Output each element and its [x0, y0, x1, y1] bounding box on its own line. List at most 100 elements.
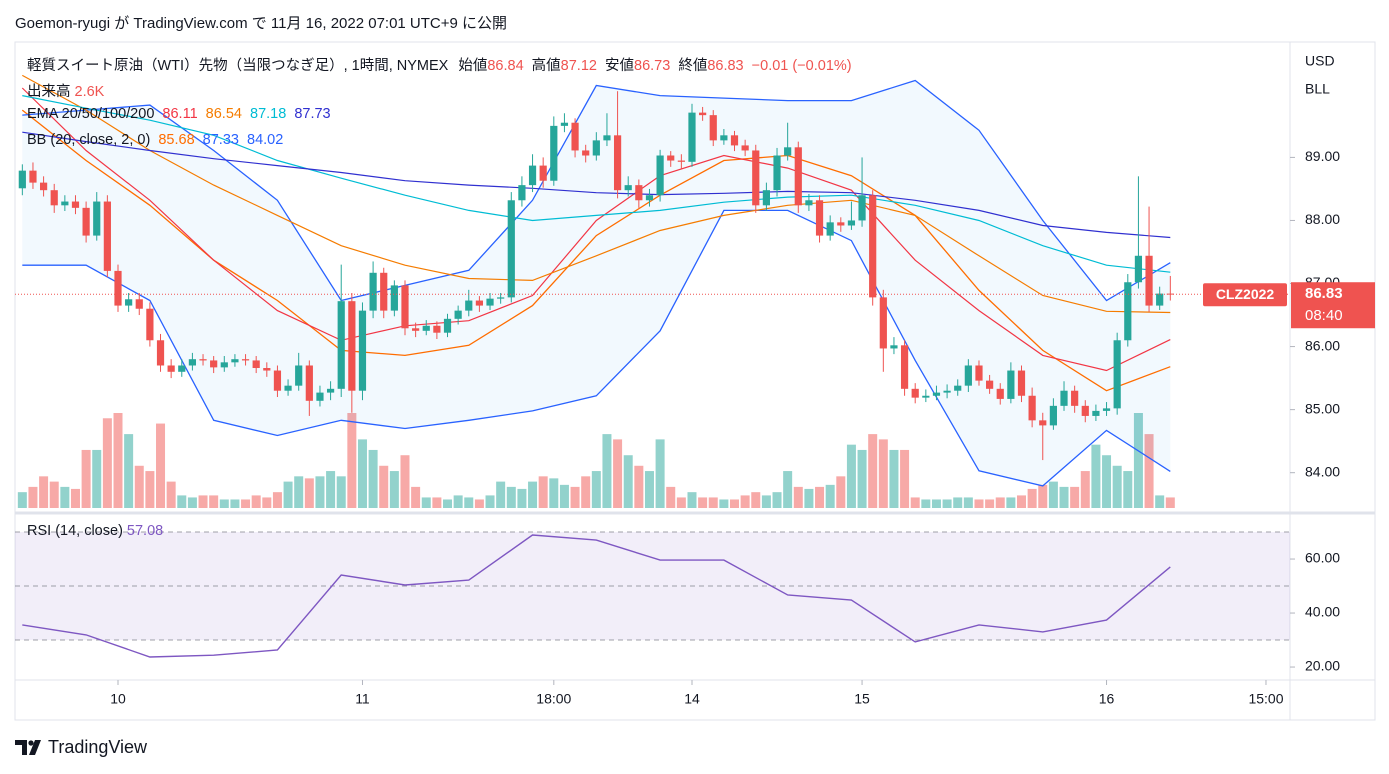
candle-body [560, 122, 569, 126]
candle-body [146, 308, 154, 341]
volume-bar [1059, 486, 1069, 508]
candle-body [433, 325, 441, 333]
candle-body [231, 359, 239, 363]
candle-body [39, 182, 48, 191]
candle-body [550, 125, 558, 181]
candle-body [667, 155, 675, 161]
candle-body [284, 385, 292, 391]
candle-body [699, 112, 707, 116]
y-tick-label: 89.00 [1305, 148, 1340, 164]
volume-bar [124, 434, 134, 508]
candle-body [390, 285, 398, 311]
volume-bar [219, 499, 229, 508]
volume-bar [432, 497, 442, 508]
rsi-line [22, 534, 1171, 658]
candle-body [220, 362, 228, 368]
volume-bar [889, 449, 899, 508]
footer-logo [15, 740, 41, 755]
bb-value: 85.68 [158, 132, 195, 148]
volume-bar [538, 476, 548, 508]
volume-bar [772, 492, 782, 508]
candle-body [858, 195, 866, 221]
volume-bar [613, 439, 623, 508]
candle-body [794, 147, 802, 206]
candle-body [1017, 370, 1026, 396]
bb-value: 84.02 [247, 132, 284, 148]
volume-bar [39, 476, 49, 508]
volume-bar [974, 499, 984, 508]
ema-value: 87.73 [294, 106, 331, 122]
volume-bar [1102, 455, 1112, 508]
y-tick-label: 88.00 [1305, 211, 1340, 227]
volume-bar [634, 465, 644, 508]
symbol-title: 軽質スイート原油（WTI）先物（当限つなぎ足）, 1時間, NYMEX [27, 58, 449, 74]
volume-bar [70, 488, 80, 508]
volume-bar [942, 499, 952, 508]
volume-bar [857, 449, 867, 508]
candle-body [316, 392, 324, 401]
candle-body [784, 147, 792, 156]
candle-body [454, 310, 462, 319]
candle-body [688, 112, 696, 162]
ohlc-label: 始値 [458, 58, 488, 74]
ema-value: 87.18 [250, 106, 287, 122]
ohlc-value: 86.73 [634, 58, 671, 74]
candle-body [539, 165, 547, 181]
ohlc-label: 終値 [678, 58, 708, 74]
candle-body [1039, 420, 1047, 426]
volume-bar [623, 455, 633, 508]
volume-bar [549, 478, 559, 508]
unit: BLL [1305, 81, 1330, 97]
candle-body [1092, 410, 1100, 416]
candle-body [135, 299, 143, 309]
volume-bar [910, 497, 920, 508]
volume-bar [17, 492, 27, 508]
candle-body [210, 360, 218, 368]
volume-bar [187, 497, 197, 508]
volume-bar [315, 476, 325, 508]
candle-body [773, 155, 781, 191]
ema-line [22, 131, 1171, 239]
volume-bar [1017, 495, 1027, 508]
candle-body [1134, 255, 1143, 283]
volume-bar [698, 497, 708, 508]
volume-bar [145, 471, 155, 508]
candle-body [167, 365, 175, 372]
candle-body [645, 195, 654, 201]
candle-body [592, 140, 600, 156]
volume-bar [528, 481, 538, 508]
candle-body [1081, 405, 1089, 416]
candle-body [273, 370, 282, 391]
volume-bar [485, 495, 495, 508]
candle-body [1071, 390, 1079, 406]
candle-body [518, 185, 526, 201]
candle-body [815, 200, 824, 236]
volume-bar [751, 492, 761, 508]
ema-line [22, 74, 1171, 314]
candle-body [252, 360, 260, 369]
candle-body [613, 135, 622, 191]
candle-body [805, 200, 813, 206]
change: −0.01 [751, 58, 789, 74]
volume-bar [389, 471, 399, 508]
candle-body [837, 222, 845, 226]
volume-bar [60, 486, 70, 508]
candle-body [1060, 390, 1068, 406]
volume-bar [825, 484, 835, 508]
candle-body [412, 328, 420, 331]
candle-body [1113, 340, 1121, 409]
volume-bar [995, 497, 1005, 508]
volume-bar [453, 495, 463, 508]
candle-body [890, 345, 898, 349]
candle-body [401, 285, 409, 329]
candle-body [922, 395, 930, 398]
candle-body [677, 160, 685, 162]
candle-body [18, 170, 26, 189]
volume-bar [719, 499, 729, 508]
candle-body [380, 272, 388, 311]
rsi-y-tick-label: 20.00 [1305, 658, 1340, 674]
x-tick-label: 11 [355, 691, 370, 707]
candle-body [624, 185, 632, 191]
candle-body [752, 150, 760, 206]
